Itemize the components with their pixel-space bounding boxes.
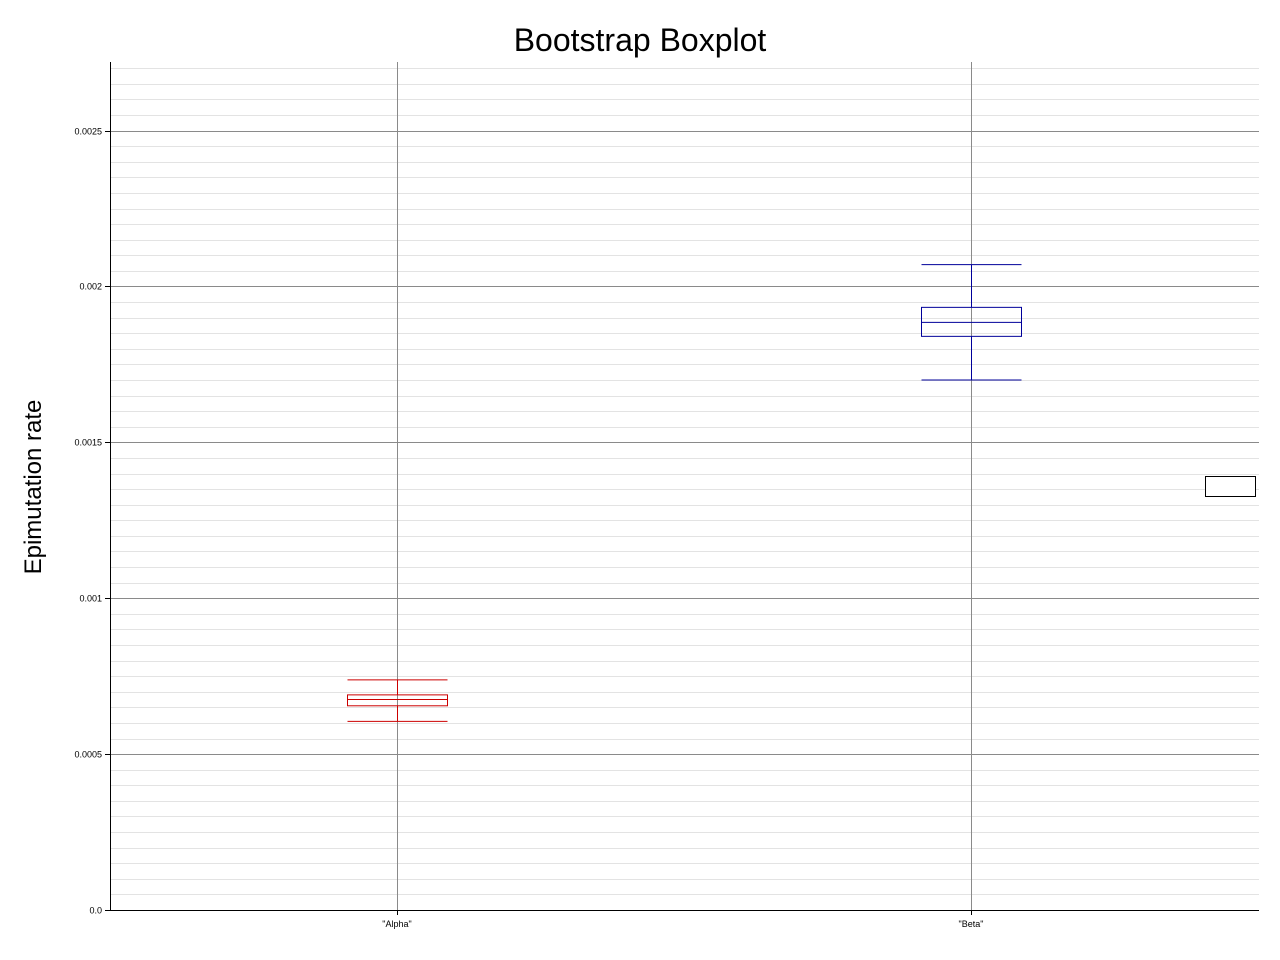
x-tick-label: "Alpha" [382, 919, 411, 929]
y-tick-label: 0.001 [79, 594, 102, 604]
legend [1205, 476, 1256, 497]
axes [110, 62, 1259, 911]
y-axis-label: Epimutation rate [20, 400, 47, 575]
x-tick-label: "Beta" [959, 919, 984, 929]
legend-box [1205, 476, 1256, 497]
y-tick-label: 0.0 [89, 906, 102, 916]
box-beta [921, 264, 1022, 381]
y-tick-label: 0.0005 [74, 750, 102, 760]
major-grid [105, 62, 1259, 911]
interquartile-box [347, 694, 448, 707]
chart-title: Bootstrap Boxplot [514, 22, 767, 58]
minor-grid [110, 68, 1259, 895]
y-tick-label: 0.0015 [74, 438, 102, 448]
y-tick-label: 0.002 [79, 282, 102, 292]
box-series [347, 264, 1022, 722]
box-alpha [347, 679, 448, 722]
x-tick-labels: "Alpha" "Beta" [382, 910, 983, 929]
y-tick-labels: 0.0 0.0005 0.001 0.0015 0.002 0.0025 [74, 127, 102, 916]
y-tick-label: 0.0025 [74, 127, 102, 137]
